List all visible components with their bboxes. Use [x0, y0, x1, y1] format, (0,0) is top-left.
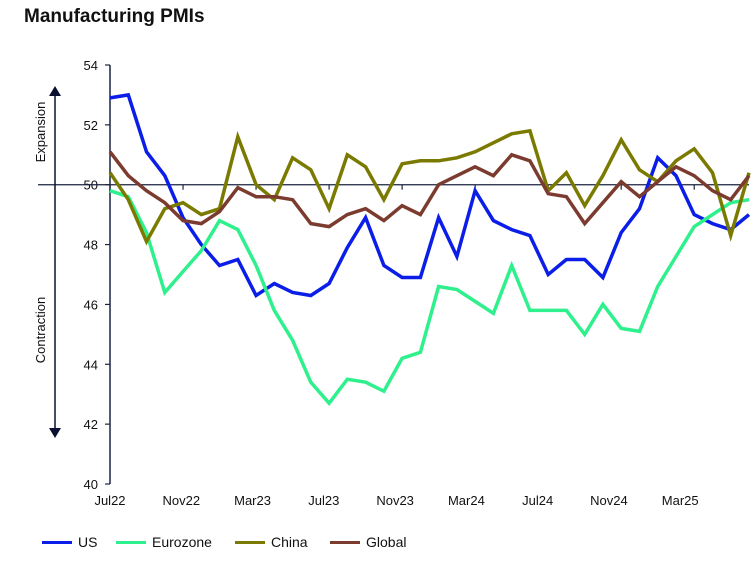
x-tick-label: Jul24: [522, 493, 553, 508]
series-line-eurozone: [109, 189, 750, 406]
legend-item-us: US: [42, 534, 97, 550]
x-tick-label: Jul23: [308, 493, 339, 508]
legend-item-eurozone: Eurozone: [116, 534, 212, 550]
chart-title: Manufacturing PMIs: [24, 6, 205, 27]
series-line-china: [108, 128, 751, 246]
legend-label: Global: [366, 534, 407, 550]
legend-label: Eurozone: [152, 534, 212, 550]
y-tick-label: 46: [84, 297, 98, 312]
x-tick-label: Mar24: [448, 493, 485, 508]
legend-label: US: [78, 534, 98, 550]
y-tick-label: 48: [84, 238, 98, 253]
expansion-label: Expansion: [33, 102, 48, 163]
series-line-global: [108, 150, 751, 229]
series-line-us: [109, 92, 751, 299]
x-tick-label: Mar23: [234, 493, 271, 508]
y-tick-label: 52: [84, 118, 98, 133]
legend-swatch-eurozone: [116, 540, 146, 544]
y-tick-label: 40: [84, 477, 98, 492]
x-tick-label: Nov24: [590, 493, 628, 508]
legend-label: China: [271, 534, 308, 550]
arrow-up-icon: [49, 86, 61, 96]
y-tick-label: 44: [84, 357, 98, 372]
legend-swatch-us: [42, 540, 72, 544]
legend-item-global: Global: [330, 534, 406, 550]
legend-swatch-china: [235, 540, 265, 544]
legend-swatch-global: [330, 540, 360, 544]
legend-item-china: China: [235, 534, 308, 550]
x-tick-label: Mar25: [662, 493, 699, 508]
x-tick-label: Jul22: [94, 493, 125, 508]
contraction-label: Contraction: [33, 297, 48, 363]
legend: US Eurozone China Global: [0, 534, 754, 554]
y-tick-label: 54: [84, 58, 98, 73]
x-tick-label: Nov23: [376, 493, 414, 508]
y-tick-label: 42: [84, 417, 98, 432]
x-tick-label: Nov22: [162, 493, 200, 508]
arrow-down-icon: [49, 428, 61, 438]
